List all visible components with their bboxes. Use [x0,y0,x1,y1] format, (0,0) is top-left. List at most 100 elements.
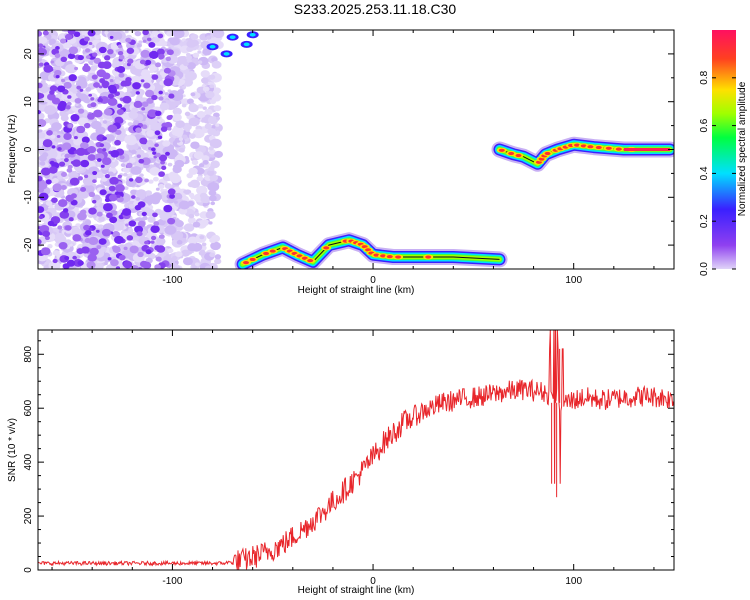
page-title: S233.2025.253.11.18.C30 [293,1,457,17]
noise-blob-strong [60,185,67,190]
noise-blob-strong [112,245,119,251]
noise-blob-strong [155,152,161,158]
noise-blob [196,175,204,182]
noise-blob-strong [38,238,42,245]
noise-blob [135,189,147,198]
noise-blob-strong [137,201,146,208]
noise-blob-strong [74,136,78,140]
noise-blob-strong [57,85,66,93]
signal-peak-core [386,255,393,259]
noise-blob-strong [52,258,58,264]
noise-blob [208,146,214,151]
noise-blob [205,211,216,220]
noise-blob [184,71,197,81]
noise-blob-strong [163,67,171,74]
noise-blob-strong [55,75,60,79]
noise-blob [49,204,54,209]
noise-blob-strong [79,88,84,92]
noise-blob [95,126,106,135]
noise-blob-strong [38,192,49,201]
noise-blob [169,174,182,184]
noise-blob [160,188,165,193]
noise-blob [142,215,148,221]
noise-blob [38,201,41,206]
noise-blob-strong [116,108,124,115]
noise-blob-strong [104,174,110,179]
noise-blob-strong [85,48,91,53]
noise-blob [164,183,173,189]
noise-blob-strong [87,146,97,154]
noise-blob-strong [148,50,159,59]
noise-blob-strong [109,79,114,83]
noise-blob-strong [123,246,128,251]
noise-blob-strong [54,69,62,77]
noise-blob-strong [60,171,68,177]
noise-blob-strong [138,158,145,164]
spectrogram-xlabel: Height of straight line (km) [298,285,415,296]
noise-blob [215,116,221,121]
noise-blob [70,227,82,237]
noise-blob-strong [166,49,174,56]
spectrogram-ytick-label: -20 [23,237,34,252]
snr-ytick-label: 400 [23,453,34,470]
spectrogram-ytick-label: -10 [23,190,34,205]
signal-peak-core [242,261,249,265]
colorbar-label: Normalized spectral amplitude [737,81,748,216]
noise-blob [185,55,193,61]
noise-blob-strong [158,96,164,101]
noise-blob-strong [114,139,121,146]
noise-blob [155,187,160,191]
noise-blob-strong [144,240,149,245]
noise-blob-strong [154,130,161,136]
noise-blob [182,55,187,60]
noise-blob [165,148,178,159]
noise-blob-strong [51,97,61,105]
noise-blob-strong [73,31,81,38]
signal-peak-core [574,143,581,147]
noise-blob-strong [76,147,86,156]
noise-blob [206,170,215,177]
noise-blob-strong [96,69,107,78]
noise-blob-strong [122,208,132,216]
noise-blob [134,30,142,37]
noise-blob [39,161,46,166]
noise-blob [190,141,200,149]
noise-blob [146,130,155,137]
noise-blob-strong [139,137,148,145]
noise-blob-strong [102,148,107,152]
noise-blob-strong [72,255,77,260]
colorbar-tick-label: 0.6 [699,118,710,132]
noise-blob [196,185,208,195]
noise-blob-strong [136,154,141,158]
noise-blob-strong [103,203,113,212]
noise-blob [55,235,62,241]
signal-peak-core [425,255,432,259]
noise-blob [183,61,189,67]
noise-blob-strong [101,157,112,166]
snr-ytick-label: 600 [23,399,34,416]
noise-blob-strong [50,60,55,64]
noise-blob-strong [131,195,136,199]
noise-blob-strong [107,48,114,55]
noise-blob-strong [76,85,82,90]
noise-blob-core [223,52,230,56]
noise-blob-strong [43,64,53,73]
noise-blob [188,167,198,175]
noise-blob [172,113,182,122]
signal-peak-core [498,148,505,152]
noise-blob-strong [107,97,118,106]
noise-blob-strong [156,48,165,56]
noise-blob-strong [119,155,125,160]
snr-series-line [38,330,674,570]
noise-blob-strong [64,225,72,231]
noise-blob [194,212,200,217]
noise-blob [130,75,142,84]
noise-blob [208,189,217,197]
noise-blob-strong [142,39,147,43]
noise-blob-strong [151,94,158,101]
noise-blob-strong [139,59,146,65]
noise-blob-strong [141,101,149,108]
noise-blob-strong [62,208,69,213]
noise-blob [172,30,185,39]
